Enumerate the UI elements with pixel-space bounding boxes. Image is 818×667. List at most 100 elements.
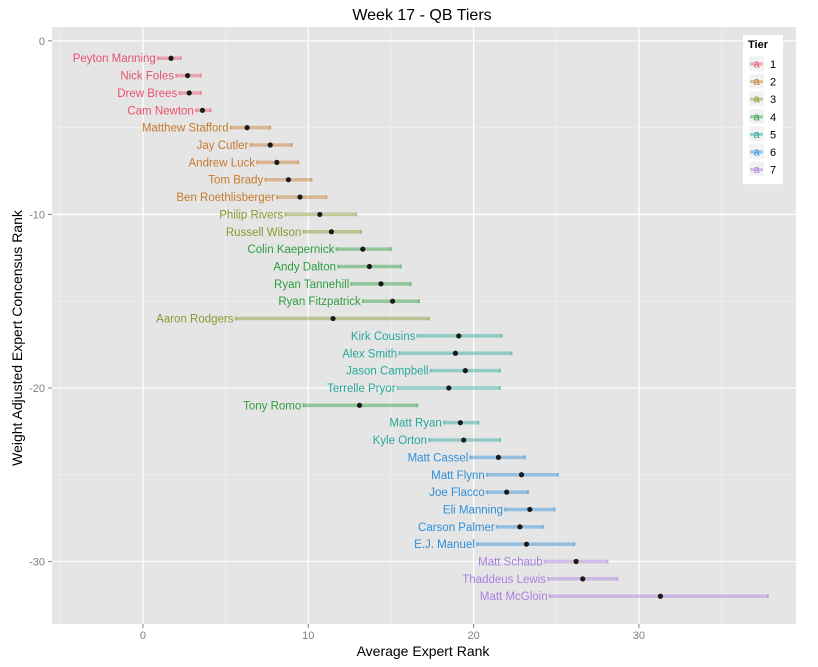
mean-point <box>186 90 192 96</box>
qb-name-label: Matthew Stafford <box>142 123 229 135</box>
qb-name-label: Matt Flynn <box>431 470 485 482</box>
qb-name-label: Colin Kaepernick <box>247 244 334 256</box>
mean-point <box>274 159 280 165</box>
mean-point <box>462 368 468 374</box>
mean-point <box>446 385 452 391</box>
legend-label: 4 <box>770 112 776 124</box>
legend-label: 1 <box>770 59 776 71</box>
qb-name-label: Kyle Orton <box>373 435 427 447</box>
y-tick-label: 0 <box>39 36 45 48</box>
qb-name-label: Eli Manning <box>443 504 503 516</box>
qb-point-group: Colin Kaepernick <box>247 244 392 256</box>
mean-point <box>580 576 586 582</box>
mean-point <box>330 315 336 322</box>
qb-name-label: Ryan Fitzpatrick <box>278 296 361 308</box>
qb-point-group: E.J. Manuel <box>414 539 576 551</box>
mean-point <box>267 142 273 148</box>
qb-point-group: Matt Schaub <box>478 557 609 569</box>
legend-key <box>748 143 765 160</box>
chart-title: Week 17 - QB Tiers <box>352 7 491 24</box>
qb-point-group: Nick Foles <box>120 71 202 83</box>
qb-name-label: Terrelle Pryor <box>327 383 396 395</box>
qb-point-group: Terrelle Pryor <box>327 383 502 395</box>
mean-point <box>356 402 363 408</box>
mean-point <box>168 55 174 61</box>
mean-point <box>184 72 191 79</box>
qb-point-group: Thaddeus Lewis <box>462 574 619 586</box>
qb-name-label: Peyton Manning <box>73 53 156 65</box>
y-axis: 0 -10 -20 -30 <box>29 36 52 569</box>
y-tick-label: -30 <box>29 557 45 569</box>
qb-name-label: Andy Dalton <box>273 261 336 273</box>
legend-key-glyph: a <box>753 94 760 106</box>
qb-name-label: Tony Romo <box>243 400 301 412</box>
qb-point-group: Tom Brady <box>208 175 313 187</box>
mean-point <box>573 558 579 565</box>
qb-point-group: Matt McGloin <box>480 591 769 603</box>
legend-label: 6 <box>770 147 776 159</box>
qb-point-group: Eli Manning <box>443 504 556 516</box>
qb-point-group: Matt Ryan <box>389 418 480 430</box>
qb-name-label: Ben Roethlisberger <box>176 192 275 204</box>
x-axis-label: Average Expert Rank <box>357 643 491 659</box>
legend-key-glyph: a <box>753 147 760 159</box>
legend-key <box>748 161 765 177</box>
qb-name-label: Matt Ryan <box>389 418 441 430</box>
qb-name-label: Alex Smith <box>342 348 397 360</box>
y-axis-label: Weight Adjusted Expert Concensus Rank <box>9 209 25 466</box>
qb-point-group: Drew Brees <box>117 88 202 100</box>
qb-name-label: Jason Campbell <box>346 366 428 378</box>
qb-name-label: Drew Brees <box>117 88 177 100</box>
mean-point <box>457 420 463 426</box>
qb-name-label: Matt McGloin <box>480 591 548 603</box>
qb-name-label: Matt Cassel <box>408 452 469 464</box>
qb-point-group: Carson Palmer <box>418 522 545 534</box>
legend-label: 2 <box>770 77 776 89</box>
legend-key <box>748 90 765 107</box>
qb-name-label: E.J. Manuel <box>414 539 475 551</box>
qb-point-group: Aaron Rodgers <box>156 314 430 326</box>
legend-key <box>748 108 765 125</box>
mean-point <box>389 298 396 304</box>
mean-point <box>527 506 533 513</box>
x-tick-label: 10 <box>302 630 314 642</box>
qb-point-group: Andrew Luck <box>189 157 300 169</box>
y-tick-label: -20 <box>29 383 45 395</box>
legend-key <box>748 55 765 72</box>
x-tick-label: 30 <box>633 630 645 642</box>
y-tick-label: -10 <box>29 209 45 221</box>
mean-point <box>517 524 523 530</box>
legend-label: 5 <box>770 129 776 141</box>
x-tick-label: 0 <box>140 630 146 642</box>
qb-point-group: Kyle Orton <box>373 435 502 447</box>
qb-name-label: Carson Palmer <box>418 522 495 534</box>
x-tick-label: 20 <box>467 630 479 642</box>
qb-point-group: Andy Dalton <box>273 261 402 273</box>
mean-point <box>366 263 373 270</box>
qb-point-group: Matt Flynn <box>431 470 559 482</box>
qb-point-group: Peyton Manning <box>73 53 182 65</box>
data-marks: Peyton Manning Nick Foles Drew Brees Cam Ne… <box>73 53 769 603</box>
mean-point <box>518 472 525 478</box>
mean-point <box>285 177 292 183</box>
legend-key-glyph: a <box>753 164 760 176</box>
mean-point <box>378 281 384 287</box>
qb-name-label: Andrew Luck <box>189 157 256 169</box>
qb-name-label: Kirk Cousins <box>351 331 416 343</box>
qb-name-label: Philip Rivers <box>219 209 283 221</box>
legend-key-glyph: a <box>753 59 760 71</box>
mean-point <box>657 593 664 599</box>
mean-point <box>523 541 530 547</box>
mean-point <box>244 125 250 131</box>
qb-point-group: Jay Cutler <box>197 140 293 152</box>
qb-point-group: Ryan Tannehill <box>274 279 412 291</box>
legend-key <box>748 73 765 89</box>
qb-point-group: Russell Wilson <box>226 227 363 239</box>
